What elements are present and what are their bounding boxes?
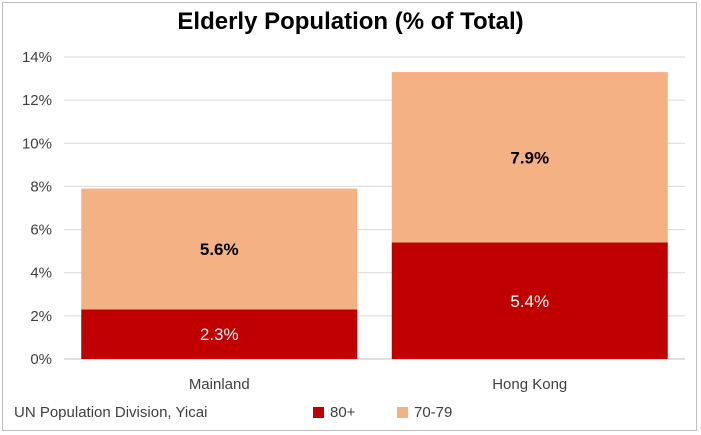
- data-label: 5.4%: [510, 292, 549, 311]
- x-tick-label: Mainland: [189, 376, 250, 393]
- data-label: 5.6%: [200, 240, 239, 259]
- y-tick-label: 14%: [22, 49, 52, 66]
- x-tick-label: Hong Kong: [492, 376, 567, 393]
- legend-label-70-79: 70-79: [414, 404, 453, 421]
- y-tick-label: 10%: [22, 135, 52, 152]
- legend-label-80plus: 80+: [330, 404, 356, 421]
- y-tick-label: 0%: [30, 351, 52, 368]
- bar-80plus: [81, 309, 358, 359]
- legend-item-80plus: 80+: [313, 404, 355, 421]
- legend-swatch-80plus: [313, 407, 324, 418]
- y-tick-label: 6%: [30, 222, 52, 239]
- legend-item-70-79: 70-79: [397, 404, 452, 421]
- legend-swatch-70-79: [397, 407, 408, 418]
- data-label: 2.3%: [200, 325, 239, 344]
- chart-frame: [2, 2, 697, 431]
- chart-title: Elderly Population (% of Total): [177, 8, 524, 35]
- source-note: UN Population Division, Yicai: [14, 404, 208, 421]
- y-tick-label: 2%: [30, 308, 52, 325]
- bar-70-79: [391, 72, 668, 243]
- y-tick-label: 8%: [30, 178, 52, 195]
- data-label: 7.9%: [510, 148, 549, 167]
- y-tick-label: 12%: [22, 92, 52, 109]
- bar-80plus: [391, 242, 668, 359]
- bar-70-79: [81, 188, 358, 310]
- y-tick-label: 4%: [30, 265, 52, 282]
